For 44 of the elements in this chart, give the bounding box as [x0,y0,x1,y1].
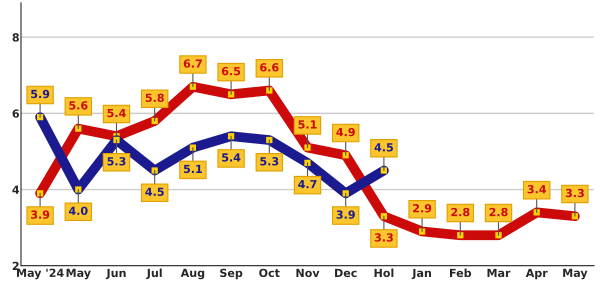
x-tick-label: Mar [488,268,510,278]
x-tick-label: Nov [296,268,320,278]
data-label: 4.9 [336,128,355,136]
x-tick-label: Aug [180,268,204,280]
y-tick-label: 2 [12,262,19,270]
data-label: 5.8 [146,94,164,102]
data-label: 5.9 [31,90,50,98]
x-tick-label: May '24 [17,268,64,280]
y-tick-label: 8 [12,33,19,42]
y-tick-label: 6 [12,109,20,118]
data-label: 5.3 [260,157,278,166]
x-tick-label: Apr [526,268,548,280]
data-label: 3.4 [528,184,546,194]
x-tick-label: May [66,268,91,280]
data-label: 6.6 [260,63,279,72]
data-label: 6.5 [222,66,240,76]
data-label: 5.3 [108,157,126,166]
x-tick-label: May [563,268,588,280]
data-label: 5.6 [69,101,88,110]
data-label: 3.3 [566,188,584,198]
x-tick-label: Oct [259,268,280,278]
data-label: 4.5 [145,188,164,196]
x-tick-label: Jul [146,268,162,280]
data-label: 4.7 [298,180,316,188]
x-tick-label: Sep [220,268,242,280]
data-label: 2.8 [451,208,470,216]
data-label: 5.1 [184,164,202,174]
data-label: 2.9 [413,204,432,212]
x-tick-label: Hol [374,268,394,278]
data-label: 5.4 [222,153,240,162]
data-label: 2.8 [490,208,508,216]
data-label: 5.1 [298,120,317,129]
data-label: 4.5 [374,143,393,152]
data-label: 3.9 [31,210,50,219]
data-label: 3.3 [374,233,393,242]
data-label: 6.7 [184,59,202,68]
x-tick-label: Jun [106,268,126,280]
x-tick-label: Feb [450,268,472,278]
x-tick-label: Jan [412,268,432,280]
data-label: 3.9 [336,210,355,219]
data-label: 5.4 [108,108,126,118]
x-tick-label: Dec [335,268,357,278]
data-label: 4.0 [68,206,88,215]
y-tick-label: 4 [12,186,20,194]
